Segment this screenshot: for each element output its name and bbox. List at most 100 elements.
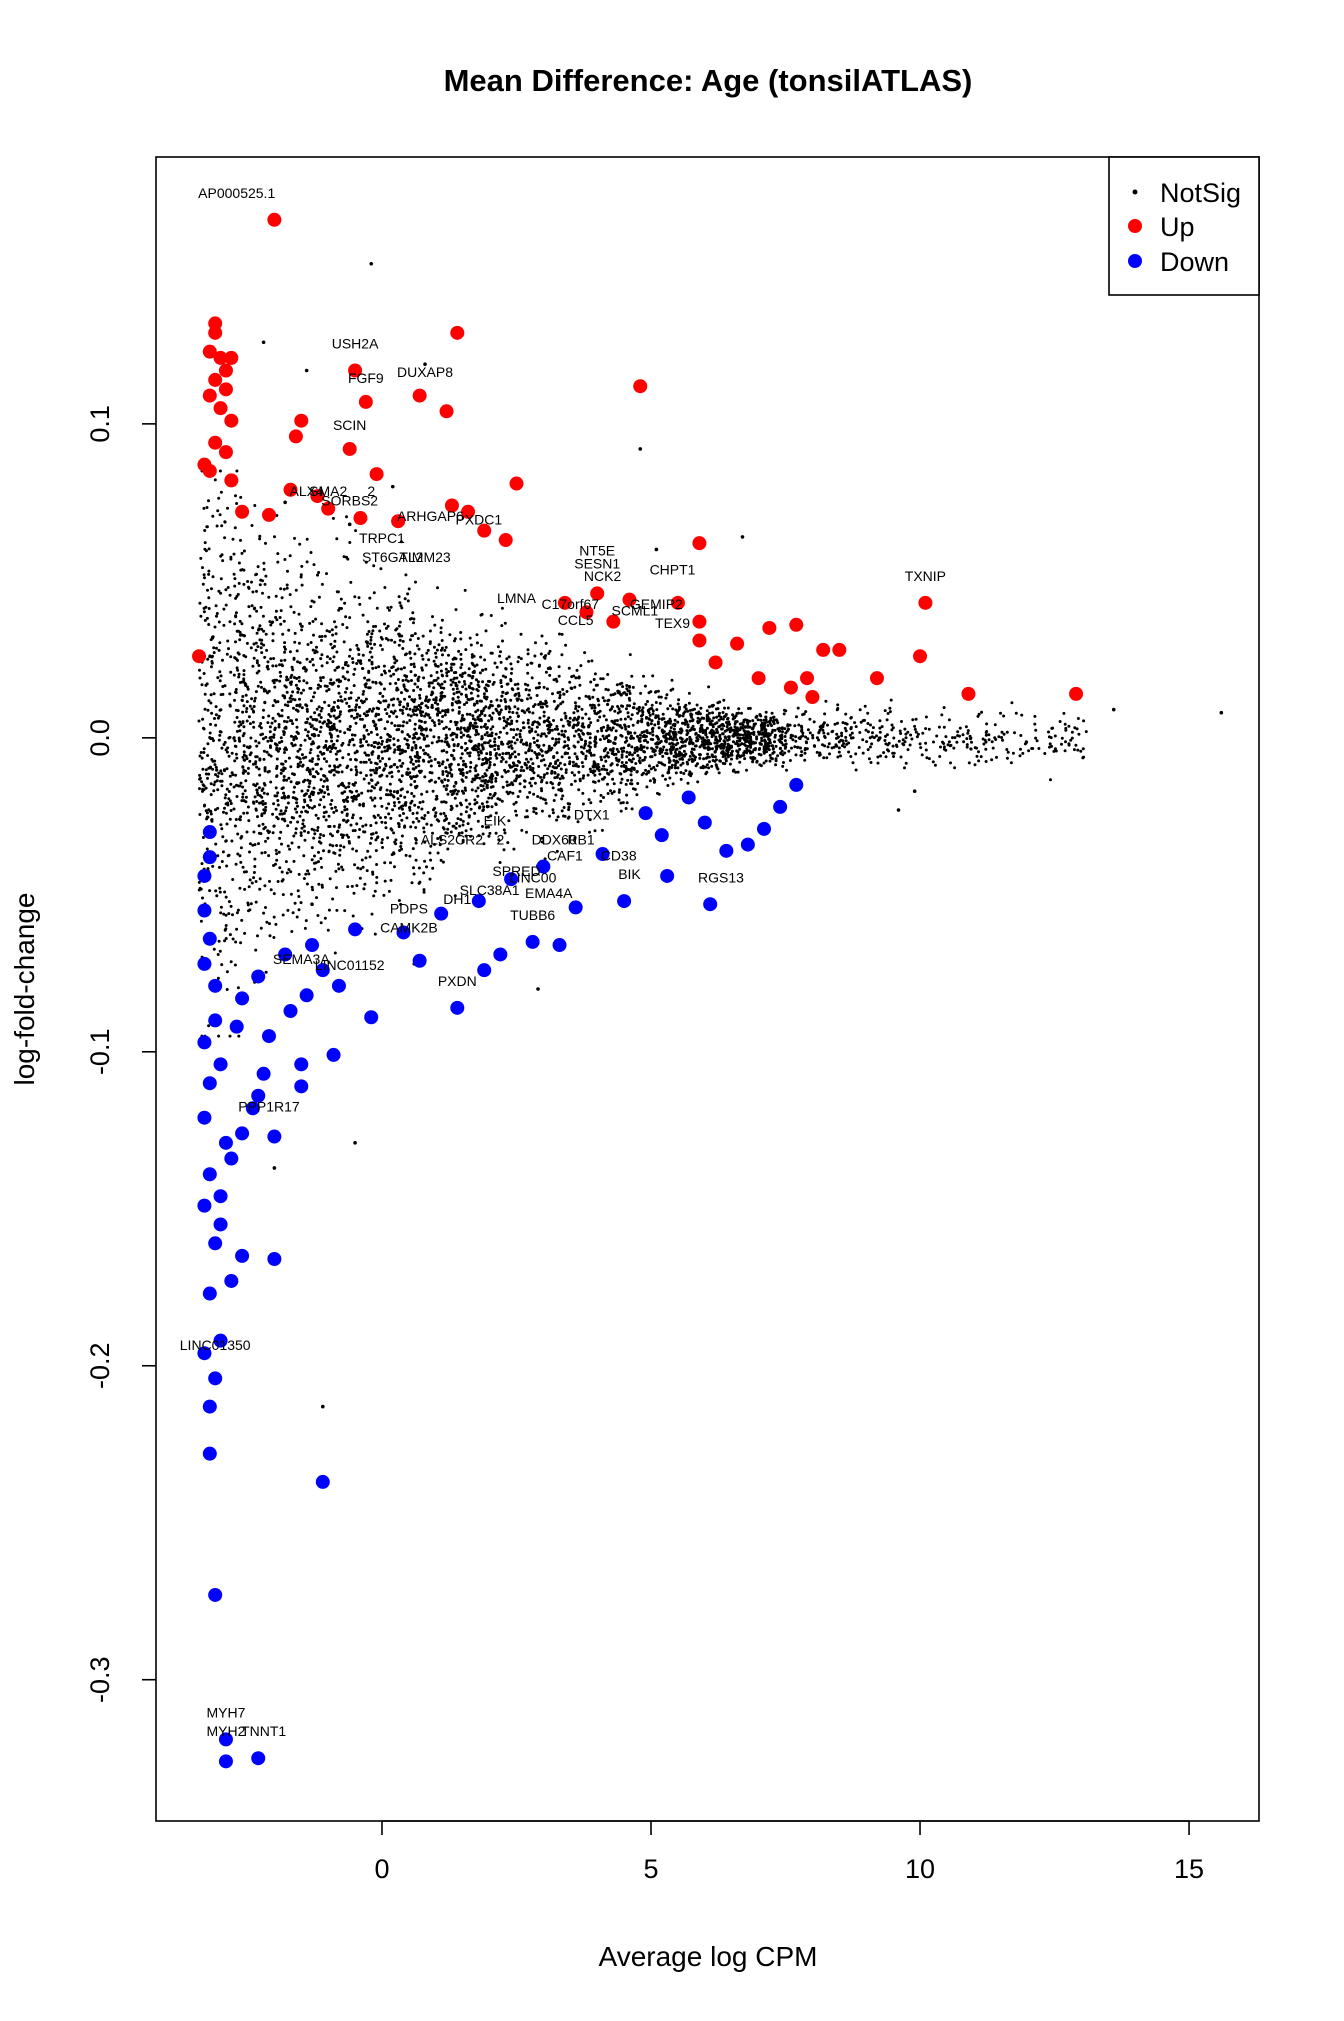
notsig-point	[721, 743, 725, 747]
notsig-point	[429, 778, 433, 782]
notsig-point	[623, 725, 627, 729]
notsig-point	[364, 697, 368, 701]
notsig-point	[711, 723, 715, 727]
notsig-point	[876, 738, 880, 742]
notsig-point	[355, 698, 359, 702]
notsig-point	[457, 649, 461, 653]
notsig-point	[346, 800, 350, 803]
notsig-point	[203, 529, 207, 532]
notsig-point	[391, 703, 395, 707]
notsig-point	[608, 726, 612, 730]
notsig-point	[201, 836, 205, 839]
notsig-point	[1037, 747, 1041, 750]
notsig-point	[449, 768, 453, 772]
notsig-point	[406, 790, 409, 794]
notsig-point	[259, 605, 263, 609]
notsig-point	[551, 811, 555, 815]
notsig-point	[836, 736, 840, 740]
notsig-point	[512, 728, 516, 732]
notsig-point	[208, 889, 212, 893]
notsig-point	[431, 831, 434, 835]
notsig-point	[317, 840, 321, 844]
notsig-point	[610, 728, 613, 732]
notsig-point	[567, 805, 571, 809]
notsig-point	[219, 769, 223, 773]
notsig-point	[609, 693, 613, 697]
notsig-point	[611, 693, 615, 697]
notsig-point	[205, 506, 209, 509]
notsig-point	[869, 723, 872, 727]
notsig-point	[404, 573, 408, 577]
notsig-point	[679, 763, 683, 767]
notsig-point	[619, 747, 623, 751]
notsig-point	[844, 712, 848, 716]
notsig-point	[359, 659, 363, 663]
notsig-point	[264, 574, 268, 578]
notsig-point	[696, 716, 700, 720]
notsig-point	[420, 726, 423, 729]
notsig-point	[352, 794, 356, 798]
notsig-point	[588, 767, 592, 771]
notsig-point	[316, 829, 319, 832]
notsig-point	[504, 760, 508, 764]
notsig-point	[486, 780, 490, 784]
notsig-point	[325, 777, 329, 781]
notsig-point	[410, 698, 414, 702]
notsig-point	[532, 736, 536, 740]
notsig-point	[201, 896, 204, 900]
notsig-point	[700, 740, 704, 744]
notsig-point	[393, 724, 397, 728]
notsig-point	[497, 735, 501, 739]
notsig-point	[351, 661, 355, 664]
notsig-point	[450, 793, 454, 796]
notsig-point	[286, 569, 289, 573]
notsig-point	[355, 715, 359, 719]
notsig-point	[347, 840, 351, 843]
notsig-point	[341, 741, 345, 745]
notsig-point	[312, 734, 316, 737]
notsig-point	[878, 726, 882, 730]
notsig-point	[242, 811, 246, 815]
notsig-point	[369, 730, 373, 734]
notsig-point	[292, 738, 296, 742]
notsig-point	[213, 763, 217, 767]
notsig-point	[295, 718, 298, 722]
notsig-point	[325, 760, 329, 763]
notsig-point	[355, 643, 359, 647]
notsig-point	[535, 756, 539, 760]
notsig-point	[241, 695, 245, 698]
notsig-point	[1050, 726, 1054, 730]
notsig-point	[280, 879, 284, 883]
notsig-point	[275, 852, 279, 856]
notsig-point	[408, 707, 412, 711]
notsig-point	[311, 663, 315, 667]
notsig-point	[435, 794, 439, 798]
notsig-point	[1005, 748, 1009, 751]
notsig-point	[493, 763, 496, 767]
notsig-point	[278, 812, 282, 816]
notsig-point	[265, 648, 269, 652]
notsig-point	[711, 711, 714, 715]
notsig-point	[208, 654, 212, 658]
notsig-point	[478, 671, 482, 675]
notsig-point	[546, 767, 550, 771]
notsig-point	[441, 772, 445, 776]
notsig-point	[252, 642, 256, 646]
notsig-point	[255, 631, 259, 635]
notsig-point	[420, 714, 423, 717]
notsig-point	[431, 789, 435, 793]
notsig-point	[258, 534, 262, 538]
notsig-point	[278, 616, 282, 619]
notsig-point	[439, 838, 443, 842]
notsig-point	[311, 620, 315, 623]
notsig-point	[566, 736, 570, 740]
notsig-point	[593, 773, 597, 777]
notsig-point	[330, 769, 334, 772]
notsig-point	[376, 835, 380, 839]
notsig-point	[420, 666, 424, 670]
notsig-point	[425, 865, 428, 869]
notsig-point	[217, 771, 221, 775]
notsig-point	[1005, 730, 1009, 734]
notsig-point	[318, 836, 322, 840]
notsig-point	[883, 739, 887, 742]
